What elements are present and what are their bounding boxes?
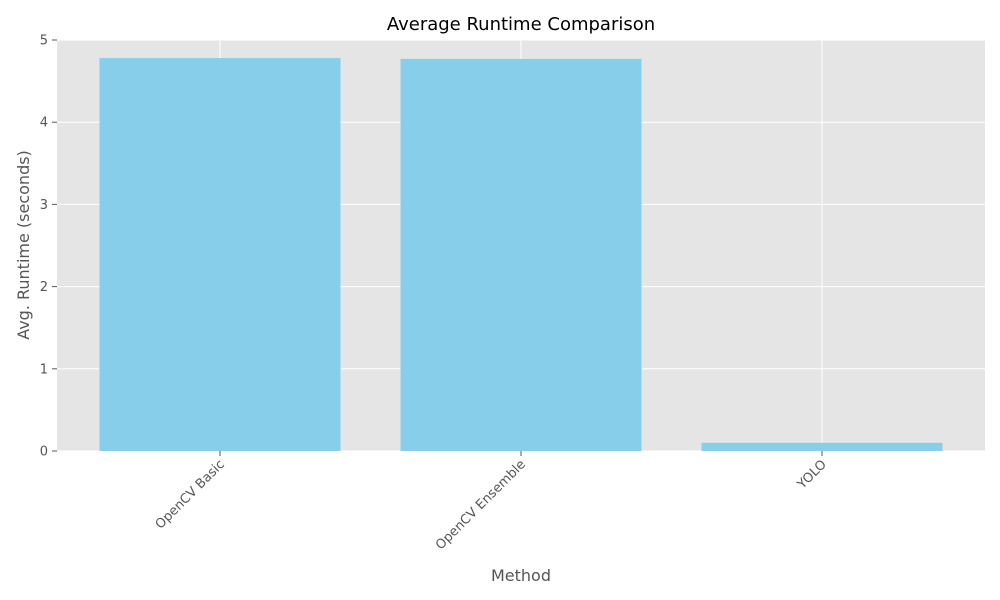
bars bbox=[99, 58, 943, 452]
y-tick-label: 5 bbox=[40, 34, 48, 49]
y-tick-label: 2 bbox=[40, 280, 48, 295]
y-tick-label: 4 bbox=[40, 116, 48, 131]
x-tick-label: YOLO bbox=[794, 457, 830, 493]
y-tick-label: 1 bbox=[40, 362, 48, 377]
chart-title: Average Runtime Comparison bbox=[387, 14, 655, 35]
y-axis-label: Avg. Runtime (seconds) bbox=[14, 150, 33, 340]
bar-yolo bbox=[701, 442, 943, 451]
x-tick-label: OpenCV Basic bbox=[153, 457, 228, 532]
y-tick-label: 0 bbox=[40, 445, 48, 460]
x-tick-label: OpenCV Ensemble bbox=[433, 457, 529, 553]
bar-opencv-basic bbox=[99, 58, 341, 452]
y-axis-ticks: 0 1 2 3 4 5 bbox=[40, 34, 57, 460]
y-tick-label: 3 bbox=[40, 198, 48, 213]
x-axis-ticks: OpenCV Basic OpenCV Ensemble YOLO bbox=[153, 451, 830, 553]
bar-opencv-ensemble bbox=[400, 58, 642, 451]
x-axis-label: Method bbox=[491, 566, 551, 585]
